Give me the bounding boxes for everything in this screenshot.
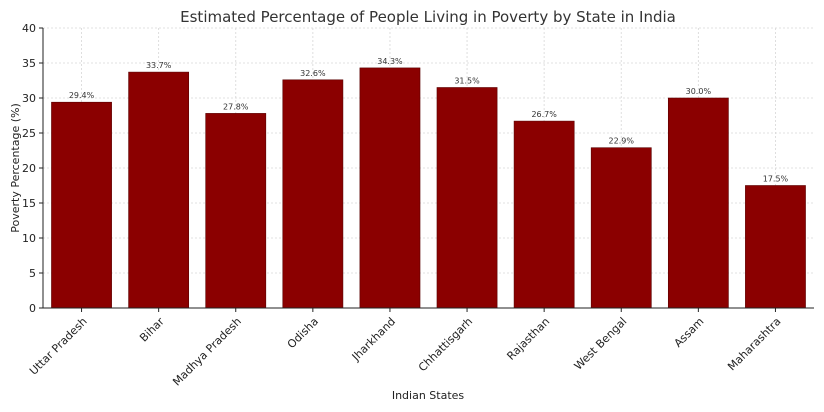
x-tick-label: West Bengal <box>572 315 630 373</box>
data-label: 33.7% <box>146 61 172 70</box>
x-tick-label: Maharashtra <box>725 315 783 373</box>
data-label: 22.9% <box>609 137 635 146</box>
x-tick-label: Uttar Pradesh <box>27 315 90 378</box>
bar <box>745 185 806 309</box>
data-label: 34.3% <box>377 57 403 66</box>
chart-title: Estimated Percentage of People Living in… <box>180 8 676 26</box>
y-tick-label: 25 <box>22 127 36 140</box>
data-label: 32.6% <box>300 69 326 78</box>
data-label: 31.5% <box>454 77 480 86</box>
data-label: 26.7% <box>531 110 557 119</box>
x-tick-label: Madhya Pradesh <box>170 315 244 389</box>
y-axis-label: Poverty Percentage (%) <box>9 103 22 233</box>
data-label: 17.5% <box>763 175 789 184</box>
x-tick-label: Chhattisgarh <box>416 315 475 374</box>
y-tick-label: 15 <box>22 197 36 210</box>
y-tick-label: 30 <box>22 92 36 105</box>
bars <box>51 67 806 309</box>
bar <box>513 120 575 309</box>
x-tick-label: Assam <box>672 315 707 350</box>
y-tick-label: 20 <box>22 162 36 175</box>
data-label: 29.4% <box>69 91 95 100</box>
bar <box>667 97 729 309</box>
y-tick-label: 35 <box>22 57 36 70</box>
data-label: 27.8% <box>223 102 249 111</box>
bar <box>436 87 498 309</box>
bar <box>282 79 344 309</box>
x-axis-label: Indian States <box>392 389 465 402</box>
bar <box>205 113 267 309</box>
x-axis: Uttar Pradesh Bihar Madhya Pradesh Odisha Jh… <box>27 307 814 389</box>
x-tick-label: Jharkhand <box>349 315 398 364</box>
y-axis: 0 5 10 15 20 25 30 35 40 <box>22 22 44 315</box>
bar <box>359 67 421 309</box>
y-tick-label: 5 <box>29 267 36 280</box>
x-tick-label: Bihar <box>137 315 167 345</box>
x-tick-label: Rajasthan <box>504 315 552 363</box>
y-tick-label: 0 <box>29 302 36 315</box>
data-labels: 29.4% 33.7% 27.8% 32.6% 34.3% 31.5% 26.7% 22.9%… <box>69 57 789 184</box>
data-label: 30.0% <box>686 87 712 96</box>
y-tick-label: 10 <box>22 232 36 245</box>
bar <box>590 147 652 309</box>
bar <box>51 101 112 309</box>
bar <box>128 71 190 309</box>
y-tick-label: 40 <box>22 22 36 35</box>
x-tick-label: Odisha <box>285 315 321 351</box>
